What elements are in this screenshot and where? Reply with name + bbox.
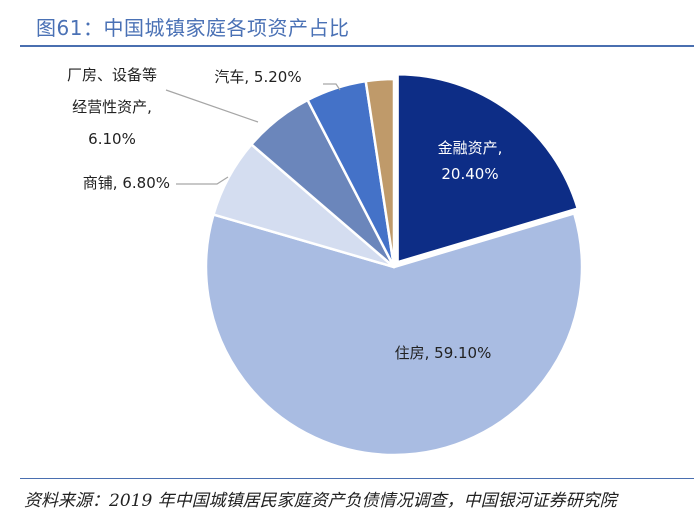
pie-slice-2	[204, 212, 584, 457]
slice-label-4: 厂房、设备等经营性资产, 6.10%	[67, 66, 157, 148]
slice-label-5: 汽车, 5.20%	[214, 68, 301, 86]
pie-slice-1	[396, 72, 580, 264]
slice-label-3: 商铺, 6.80%	[83, 174, 170, 192]
leader-line-4	[165, 89, 259, 123]
slice-label-1: 金融资产, 20.40%	[438, 139, 503, 183]
source-note: 资料来源：2019 年中国城镇居民家庭资产负债情况调查，中国银河证券研究院	[24, 491, 617, 511]
pie-slice-6	[364, 77, 396, 269]
source-rule	[20, 478, 694, 479]
figure-title: 图61：中国城镇家庭各项资产占比	[36, 16, 350, 40]
title-rule	[20, 45, 694, 47]
leader-line-5	[323, 83, 341, 91]
leader-line-3	[176, 176, 229, 185]
slice-label-2: 住房, 59.10%	[395, 344, 492, 362]
